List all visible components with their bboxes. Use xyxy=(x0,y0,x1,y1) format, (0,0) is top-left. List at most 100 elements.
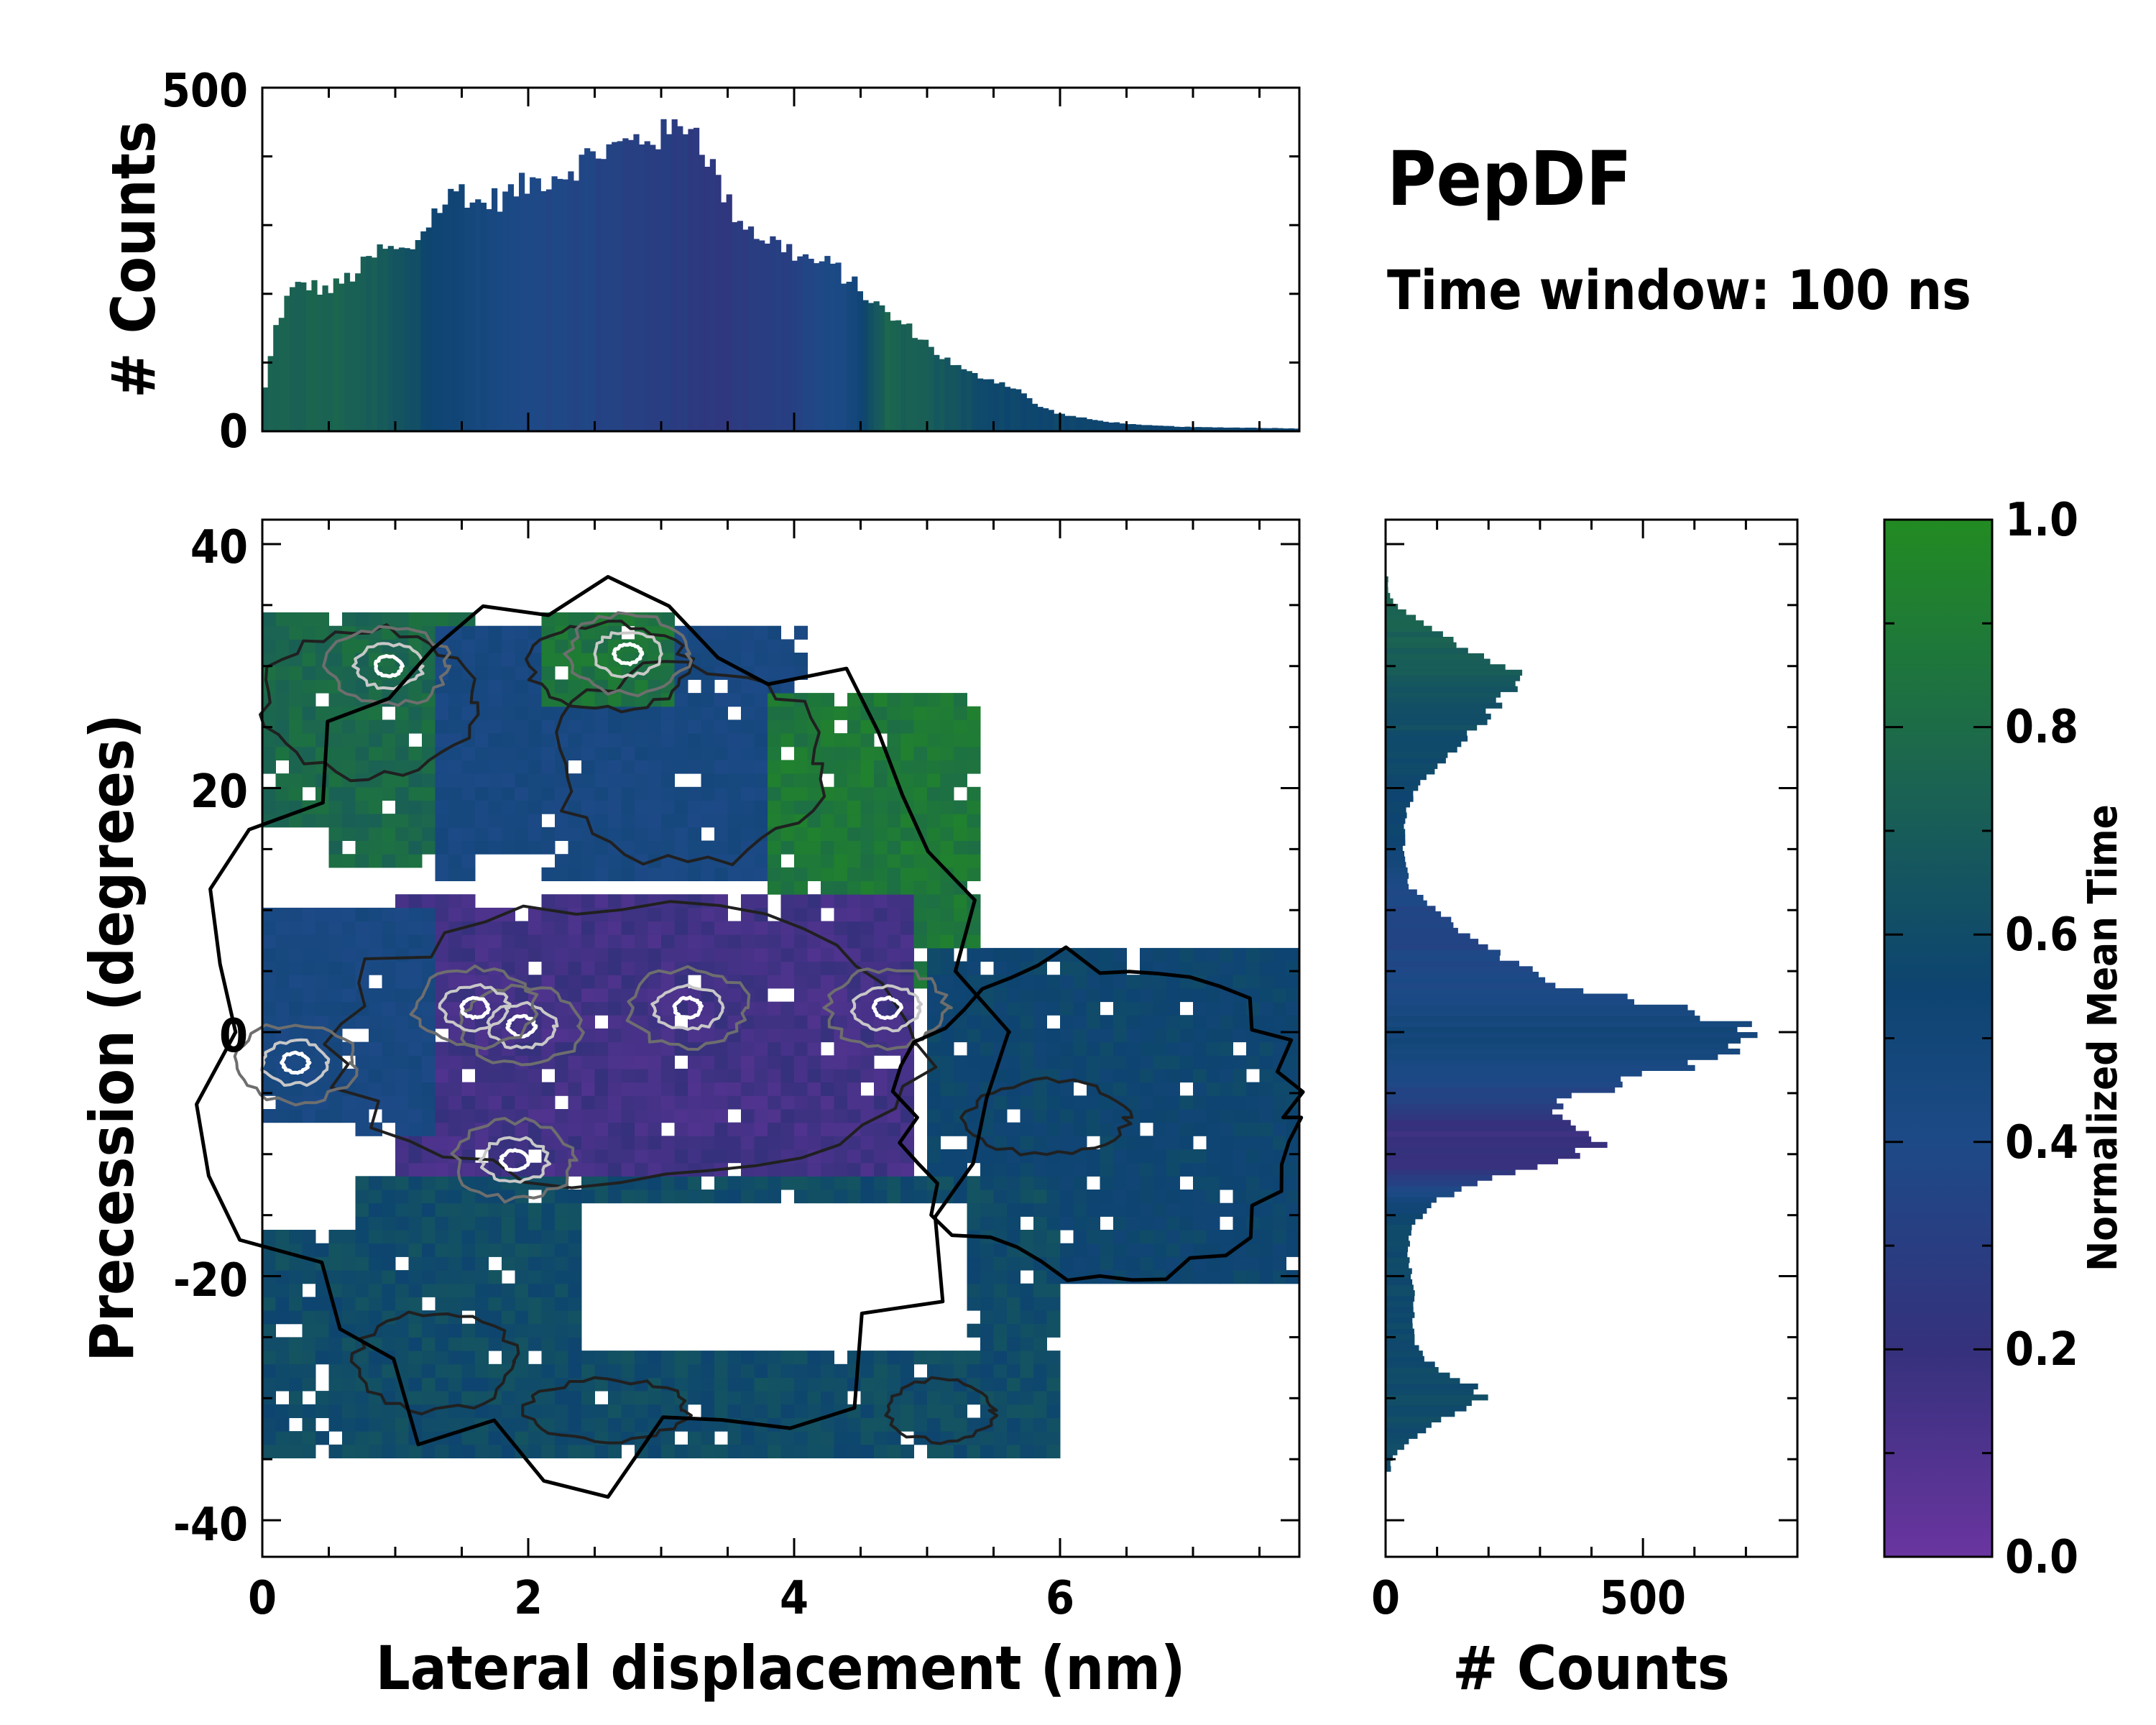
heatmap-cell xyxy=(1193,1028,1207,1043)
top-histogram-bar xyxy=(404,248,410,431)
heatmap-cell xyxy=(289,1391,303,1405)
top-histogram-bar xyxy=(808,259,814,431)
heatmap-cell xyxy=(1113,975,1127,989)
heatmap-cell xyxy=(502,719,515,734)
heatmap-cell xyxy=(275,666,290,680)
heatmap-cell xyxy=(635,1190,648,1204)
heatmap-cell xyxy=(954,1351,967,1365)
top-histogram-bar xyxy=(797,256,803,431)
heatmap-cell xyxy=(794,1176,808,1190)
right-histogram-bar xyxy=(1386,906,1436,912)
heatmap-cell xyxy=(727,639,742,653)
heatmap-cell xyxy=(927,1068,941,1083)
right-histogram-bar xyxy=(1386,1257,1410,1264)
heatmap-cell xyxy=(395,719,409,734)
heatmap-cell xyxy=(1046,1190,1061,1204)
heatmap-cell xyxy=(727,693,742,707)
heatmap-cell xyxy=(900,693,914,707)
heatmap-cell xyxy=(515,1122,529,1136)
heatmap-cell xyxy=(980,1176,994,1190)
heatmap-cell xyxy=(1166,1216,1180,1230)
heatmap-cell xyxy=(1259,1202,1273,1217)
heatmap-cell xyxy=(1233,1095,1247,1110)
heatmap-cell xyxy=(847,854,861,868)
heatmap-hotspot xyxy=(498,1148,530,1172)
heatmap-cell xyxy=(993,1363,1008,1378)
top-histogram-bar xyxy=(824,256,831,431)
top-histogram-bar xyxy=(1130,424,1136,431)
right-histogram-bar xyxy=(1386,972,1539,978)
heatmap-cell xyxy=(1246,1136,1260,1150)
heatmap-cell xyxy=(714,1190,728,1204)
heatmap-cell xyxy=(1140,1256,1153,1271)
heatmap-cell xyxy=(275,1377,290,1392)
heatmap-cell xyxy=(967,1068,981,1083)
heatmap-cell xyxy=(1259,1256,1273,1271)
top-histogram-bar xyxy=(726,194,732,431)
heatmap-cell xyxy=(262,1323,276,1338)
heatmap-cell xyxy=(382,1041,396,1056)
heatmap-cell xyxy=(1166,975,1180,989)
heatmap-cell xyxy=(674,1136,688,1150)
heatmap-cell xyxy=(661,773,675,788)
heatmap-cell xyxy=(608,746,622,760)
heatmap-cell xyxy=(1259,1001,1273,1016)
top-histogram-bar xyxy=(448,188,454,431)
heatmap-cell xyxy=(714,1149,728,1164)
heatmap-cell xyxy=(674,867,688,881)
heatmap-cell xyxy=(289,975,303,989)
heatmap-cell xyxy=(1206,1095,1220,1110)
heatmap-cell xyxy=(821,1055,834,1070)
right-histogram-bar xyxy=(1386,779,1421,786)
heatmap-cell xyxy=(754,693,768,707)
heatmap-cell xyxy=(674,907,688,922)
heatmap-cell xyxy=(661,907,675,922)
heatmap-cell xyxy=(608,1041,622,1056)
heatmap-cell xyxy=(780,1391,795,1405)
heatmap-cell xyxy=(475,666,489,680)
heatmap-cell xyxy=(1246,1095,1260,1110)
right-histogram-bar xyxy=(1386,1301,1414,1307)
heatmap-cell xyxy=(874,1095,888,1110)
heatmap-cell xyxy=(954,1162,967,1177)
heatmap-cell xyxy=(568,947,582,962)
top-histogram-bar xyxy=(507,184,514,431)
heatmap-contour xyxy=(521,1376,693,1445)
heatmap-cell xyxy=(448,773,462,788)
heatmap-cell xyxy=(382,1001,396,1016)
top-histogram-bar xyxy=(1043,408,1049,431)
heatmap-cell xyxy=(874,1149,888,1164)
heatmap-cell xyxy=(408,786,423,801)
heatmap-cell xyxy=(621,1041,635,1056)
heatmap-cell xyxy=(1007,1351,1021,1365)
top-histogram-bar xyxy=(584,148,591,431)
right-histogram-bar xyxy=(1386,1378,1460,1384)
heatmap-cell xyxy=(289,1297,303,1311)
heatmap-cell xyxy=(315,1283,329,1297)
heatmap-cell xyxy=(913,800,928,814)
heatmap-cell xyxy=(1033,1270,1047,1284)
heatmap-cell xyxy=(568,1162,582,1177)
heatmap-cell xyxy=(422,1230,436,1244)
heatmap-cell xyxy=(475,934,489,949)
heatmap-cell xyxy=(1153,1230,1167,1244)
heatmap-cell xyxy=(422,773,436,788)
heatmap-cell xyxy=(621,1190,635,1204)
heatmap-cell xyxy=(847,840,861,855)
heatmap-cell xyxy=(422,1202,436,1217)
heatmap-cell xyxy=(927,1162,941,1177)
heatmap-cell xyxy=(608,773,622,788)
heatmap-cell xyxy=(847,693,861,707)
heatmap-cell xyxy=(940,975,954,989)
heatmap-cell xyxy=(1073,947,1087,962)
heatmap-cell xyxy=(555,612,568,627)
top-histogram-bar xyxy=(492,188,498,431)
heatmap-cell xyxy=(475,1431,489,1445)
heatmap-cell xyxy=(701,934,715,949)
heatmap-cell xyxy=(435,679,449,694)
heatmap-cell xyxy=(635,1122,648,1136)
right-histogram-bar xyxy=(1386,933,1470,939)
heatmap-cell xyxy=(754,1391,768,1405)
right-histogram-bar xyxy=(1386,867,1408,873)
heatmap-cell xyxy=(1060,1055,1074,1070)
